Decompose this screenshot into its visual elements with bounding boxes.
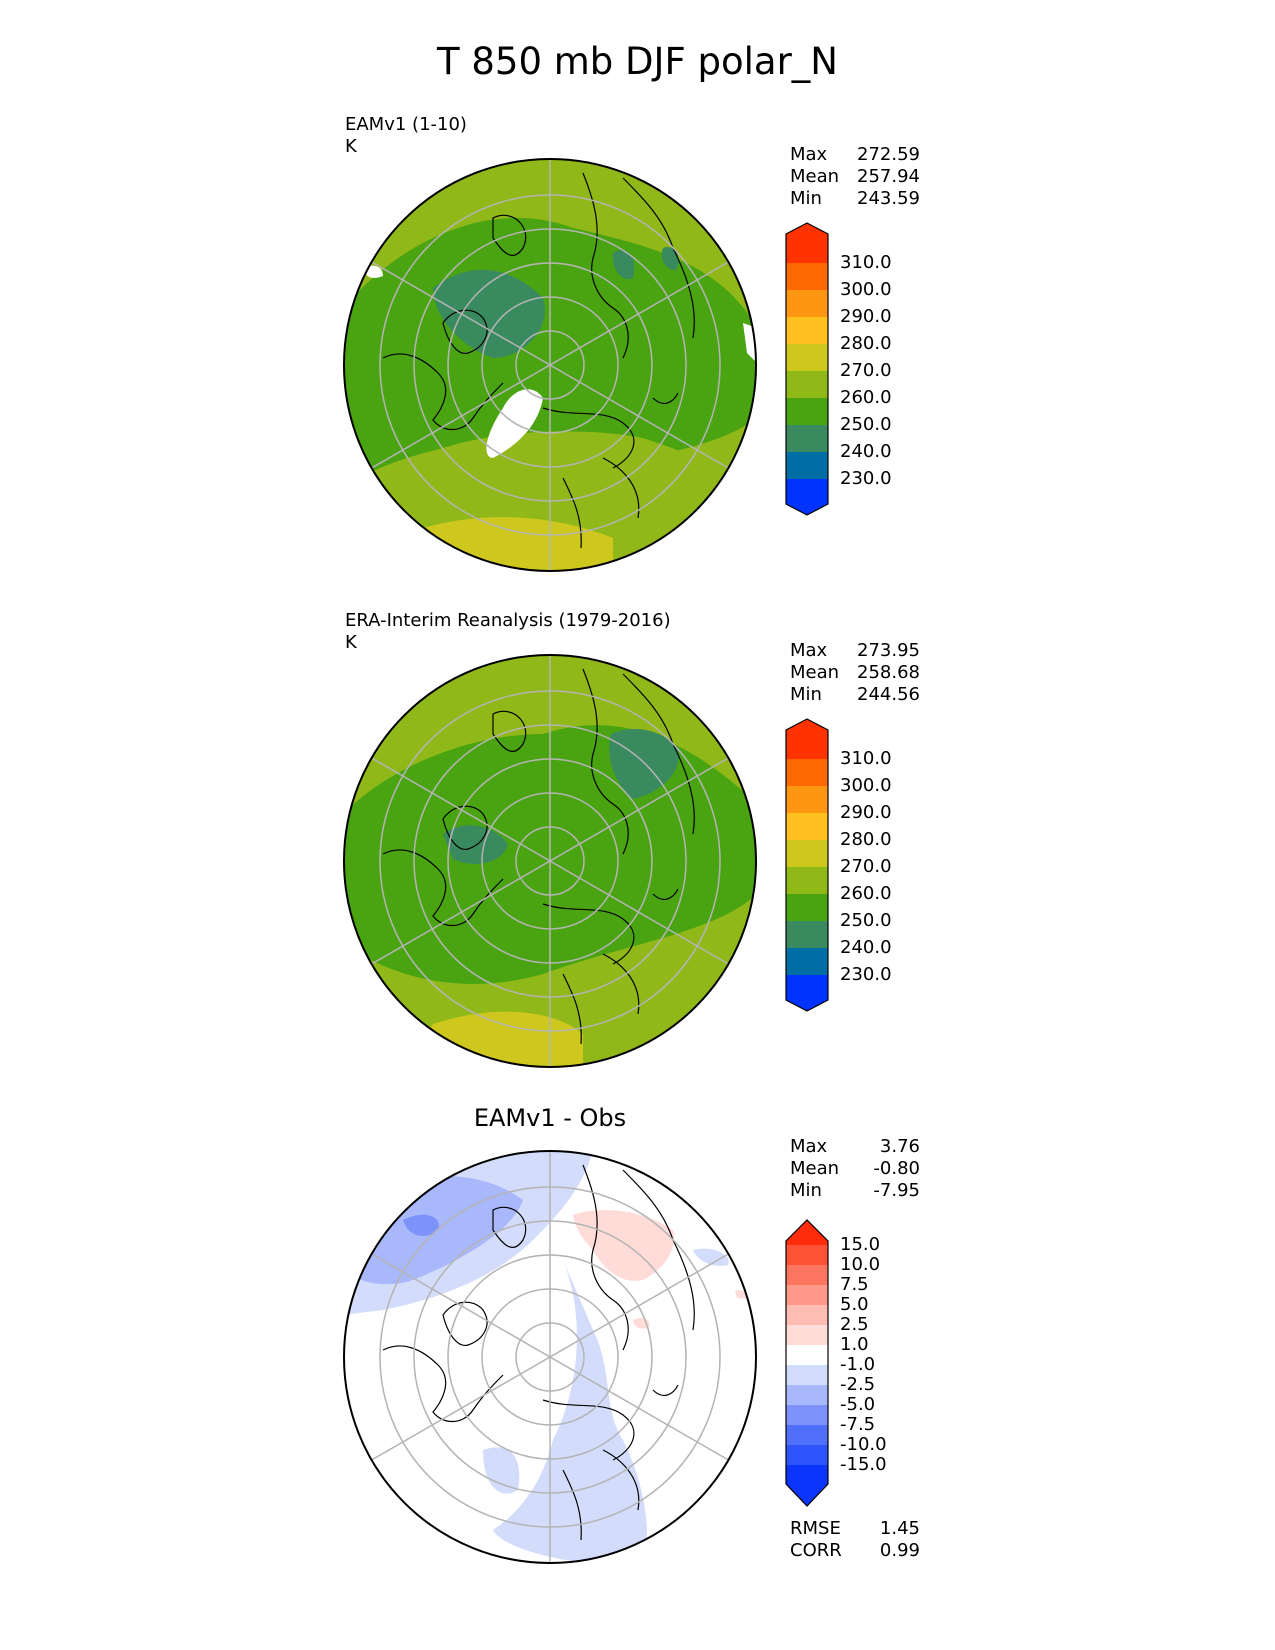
metric-label: RMSE: [790, 1518, 841, 1539]
colorbar-tick: 250.0: [840, 414, 892, 435]
colorbar-tick: -10.0: [840, 1434, 887, 1455]
panel-title: ERA-Interim Reanalysis (1979-2016): [345, 610, 671, 631]
stat-label: Max: [790, 640, 828, 661]
colorbar-tick: 260.0: [840, 883, 892, 904]
colorbar-tick: 1.0: [840, 1334, 869, 1355]
metric-value: 1.45: [879, 1518, 920, 1539]
field-250-260: [609, 729, 679, 799]
stat-value: 257.94: [857, 166, 920, 187]
colorbar-tick: -2.5: [840, 1374, 876, 1395]
field-250-260: [612, 249, 635, 280]
metric-label: CORR: [790, 1540, 842, 1561]
colorbar-tick: -15.0: [840, 1454, 887, 1475]
stat-value: 258.68: [857, 662, 920, 683]
panel-units: K: [345, 632, 357, 653]
map-boundary: [343, 654, 757, 1068]
stats-block: Max 273.95 Mean 258.68 Min 244.56: [790, 640, 920, 706]
field-minus1-minus2.5: [693, 1248, 729, 1266]
stat-value: 273.95: [857, 640, 920, 661]
stat-value: 272.59: [857, 144, 920, 165]
colorbar-tick: 290.0: [840, 802, 892, 823]
stat-value: 243.59: [857, 188, 920, 209]
polar-map: [343, 654, 757, 1068]
colorbar-tick: 15.0: [840, 1234, 881, 1255]
stat-value: -7.95: [873, 1180, 920, 1201]
stat-label: Max: [790, 144, 828, 165]
colorbar-tick: 270.0: [840, 360, 892, 381]
stat-value: 3.76: [879, 1136, 920, 1157]
graticule: [371, 159, 729, 571]
colorbar: [785, 718, 829, 1012]
field-minus5-minus7.5: [403, 1214, 439, 1236]
colorbar-tick: 290.0: [840, 306, 892, 327]
colorbar-tick: -7.5: [840, 1414, 876, 1435]
metrics-block: RMSE 1.45 CORR 0.99: [790, 1518, 920, 1562]
stat-value: -0.80: [873, 1158, 920, 1179]
metric-value: 0.99: [879, 1540, 920, 1561]
stats-block: Max 3.76 Mean -0.80 Min -7.95: [790, 1136, 920, 1202]
colorbar-tick: 250.0: [840, 910, 892, 931]
colorbar-tick: 230.0: [840, 964, 892, 985]
stat-label: Min: [790, 684, 822, 705]
field-minus1-minus2.5: [483, 1447, 520, 1494]
field-minus1-minus2.5: [493, 1260, 647, 1563]
colorbar-tick: 260.0: [840, 387, 892, 408]
colorbar-tick: 310.0: [840, 748, 892, 769]
field-250-260: [433, 269, 545, 358]
stat-value: 244.56: [857, 684, 920, 705]
map-boundary: [343, 158, 757, 572]
colorbar-tick: 2.5: [840, 1314, 869, 1335]
colorbar-tick: 240.0: [840, 441, 892, 462]
colorbar-tick: 280.0: [840, 829, 892, 850]
colorbar-tick: 300.0: [840, 775, 892, 796]
colorbar-tick: 5.0: [840, 1294, 869, 1315]
stat-label: Mean: [790, 1158, 840, 1179]
colorbar-tick: 270.0: [840, 856, 892, 877]
polar-map: [343, 1150, 757, 1564]
stat-label: Mean: [790, 662, 840, 683]
field-250-260: [661, 247, 679, 270]
polar-map: [343, 158, 757, 572]
colorbar-tick: 280.0: [840, 333, 892, 354]
stat-label: Mean: [790, 166, 840, 187]
colorbar-tick: 240.0: [840, 937, 892, 958]
figure-title: T 850 mb DJF polar_N: [437, 40, 838, 83]
panel-units: K: [345, 136, 357, 157]
colorbar-tick: 10.0: [840, 1254, 881, 1275]
stats-block: Max 272.59 Mean 257.94 Min 243.59: [790, 144, 920, 210]
colorbar: [785, 222, 829, 516]
stat-label: Min: [790, 188, 822, 209]
graticule: [371, 1151, 729, 1563]
panel-difference: EAMv1 - Obs: [0, 1102, 1275, 1622]
map-boundary: [343, 1150, 757, 1564]
field-250-260: [443, 825, 508, 864]
stat-label: Min: [790, 1180, 822, 1201]
colorbar-tick: -5.0: [840, 1394, 876, 1415]
colorbar-tick: 7.5: [840, 1274, 869, 1295]
colorbar-tick: -1.0: [840, 1354, 876, 1375]
panel-model: EAMv1 (1-10) K: [0, 110, 1275, 630]
graticule: [371, 655, 729, 1067]
panel-title: EAMv1 (1-10): [345, 114, 467, 135]
colorbar-tick: 300.0: [840, 279, 892, 300]
panel-title: EAMv1 - Obs: [473, 1104, 627, 1132]
colorbar-tick: 310.0: [840, 252, 892, 273]
colorbar-tick: 230.0: [840, 468, 892, 489]
stat-label: Max: [790, 1136, 828, 1157]
panel-observations: ERA-Interim Reanalysis (1979-2016) K: [0, 606, 1275, 1126]
colorbar: [785, 1219, 829, 1507]
